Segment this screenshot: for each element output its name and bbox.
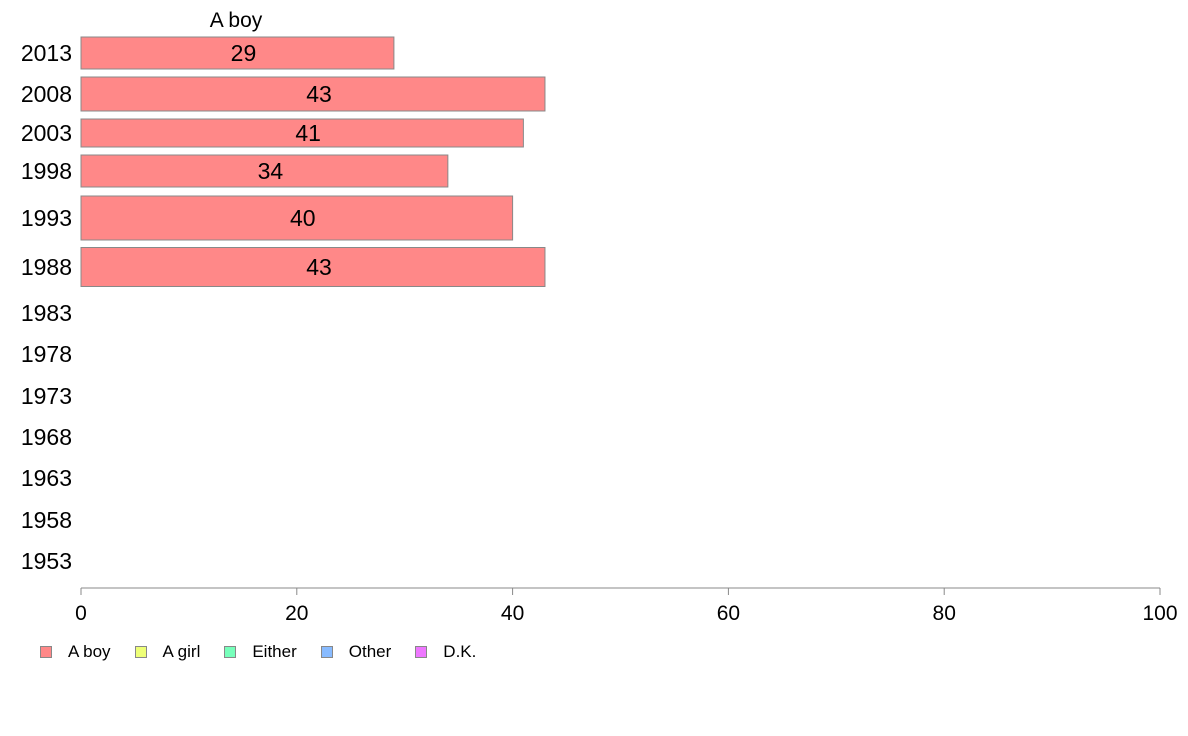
legend-swatch [40, 646, 52, 658]
legend-swatch [320, 646, 333, 658]
x-tick-label: 0 [75, 602, 87, 625]
category-label: 2008 [21, 81, 72, 107]
category-label: 1953 [21, 548, 72, 574]
bar [80, 195, 514, 241]
category-label: 1993 [21, 205, 72, 231]
data-label: 34 [258, 158, 284, 184]
legend-swatch [134, 646, 147, 658]
data-label: 43 [306, 81, 332, 107]
bar [80, 118, 524, 148]
legend-swatch [224, 646, 237, 658]
category-labels: 2013 2008 2003 1998 1993 1988 1983 1978 1973 1968… [21, 40, 72, 574]
category-label: 1988 [21, 254, 72, 280]
bar [80, 36, 395, 70]
category-label: 1983 [21, 300, 72, 326]
legend-label: D.K. [443, 642, 477, 661]
category-label: 1998 [21, 158, 72, 184]
category-label: 2003 [21, 120, 72, 146]
legend-item: A boy [40, 642, 111, 662]
x-tick-label: 80 [933, 602, 956, 625]
legend-item: A girl [134, 642, 201, 662]
category-label: 1958 [21, 507, 72, 533]
category-label: 2013 [21, 40, 72, 66]
x-axis: 0 20 40 60 80 100 [75, 587, 1178, 625]
panel-title: A boy [210, 9, 263, 32]
data-label: 43 [306, 254, 332, 280]
category-label: 1968 [21, 424, 72, 450]
legend-label: A girl [162, 642, 201, 661]
legend-label: A boy [68, 642, 111, 661]
x-tick-label: 40 [501, 602, 524, 625]
legend-label: Other [348, 642, 392, 661]
data-label: 41 [295, 120, 321, 146]
legend-item: D.K. [415, 642, 476, 662]
x-tick-label: 20 [285, 602, 308, 625]
x-tick-label: 60 [717, 602, 740, 625]
x-tick-label: 100 [1142, 602, 1177, 625]
data-label: 29 [231, 40, 257, 66]
data-label: 40 [290, 205, 316, 231]
category-label: 1973 [21, 383, 72, 409]
legend-item: Other [320, 642, 392, 662]
bar [80, 247, 546, 287]
bar [80, 76, 546, 112]
bar [80, 154, 449, 188]
legend-item: Either [224, 642, 297, 662]
legend: A boy A girl Either Other D.K. [40, 642, 500, 662]
category-label: 1963 [21, 465, 72, 491]
legend-label: Either [252, 642, 297, 661]
legend-swatch [415, 646, 428, 658]
category-label: 1978 [21, 341, 72, 367]
